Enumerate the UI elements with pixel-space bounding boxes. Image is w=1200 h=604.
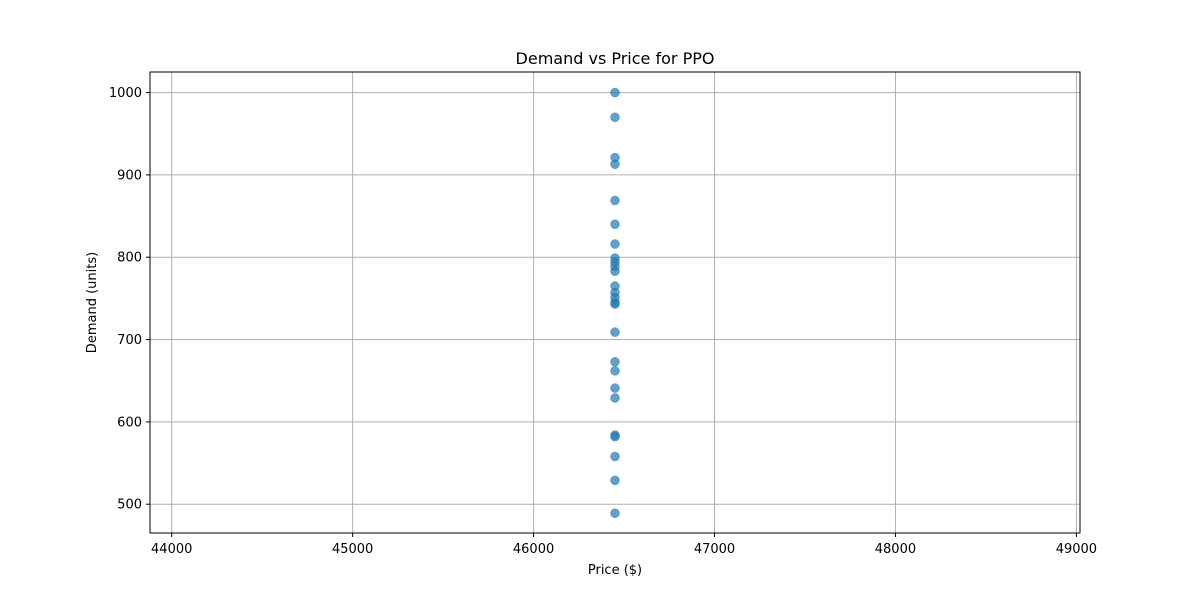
y-tick-label: 600 — [117, 415, 142, 430]
scatter-point — [610, 219, 620, 230]
axis-ticks: 44000 45000 46000 47000 48000 49000 500 600 700 8… — [109, 86, 1097, 557]
scatter-point — [610, 239, 620, 249]
y-tick-label: 800 — [117, 251, 142, 266]
scatter-point — [610, 159, 620, 169]
x-axis-label: Price ($) — [588, 563, 642, 578]
x-tick-label: 47000 — [694, 542, 735, 557]
scatter-point — [610, 393, 620, 403]
scatter-point — [610, 508, 620, 518]
scatter-point — [610, 87, 620, 98]
scatter-point — [610, 383, 620, 393]
x-tick-label: 46000 — [513, 542, 554, 557]
plot-frame — [149, 71, 1081, 534]
y-tick-label: 900 — [117, 168, 142, 183]
x-tick-label: 48000 — [875, 542, 916, 557]
scatter-point — [610, 299, 620, 309]
x-tick-label: 44000 — [151, 542, 192, 557]
scatter-point — [610, 327, 620, 337]
scatter-point — [610, 451, 620, 462]
scatter-point — [610, 431, 620, 442]
scatter-point — [610, 366, 620, 376]
x-tick-label: 45000 — [332, 542, 373, 557]
y-tick-label: 700 — [117, 333, 142, 348]
y-axis-label: Demand (units) — [85, 252, 100, 353]
scatter-point — [610, 112, 620, 123]
scatter-point — [610, 357, 620, 367]
y-tick-label: 1000 — [109, 86, 142, 101]
grid-lines — [150, 72, 1080, 533]
data-points — [610, 87, 620, 518]
scatter-point — [610, 266, 620, 276]
chart-title: Demand vs Price for PPO — [516, 49, 715, 68]
x-tick-label: 49000 — [1056, 542, 1097, 557]
scatter-point — [610, 475, 620, 486]
y-tick-label: 500 — [117, 498, 142, 513]
scatter-point — [610, 195, 620, 206]
